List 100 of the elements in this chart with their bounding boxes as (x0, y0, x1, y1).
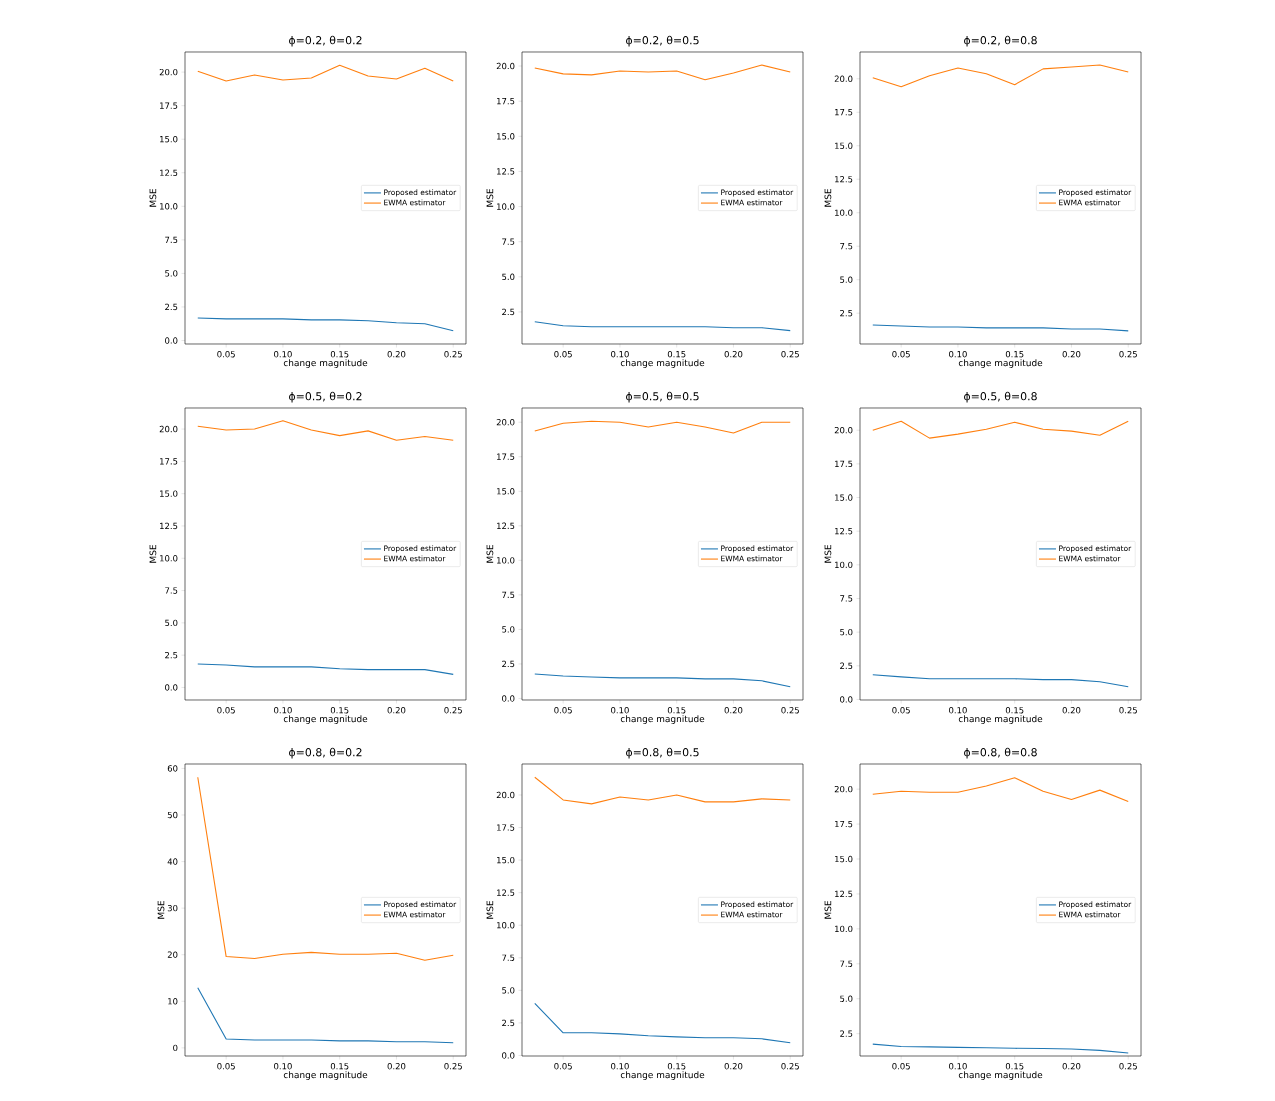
y-tick-label: 15.0 (835, 142, 853, 149)
y-tick-label: 20 (167, 951, 178, 958)
x-axis-title: change magnitude (958, 359, 1043, 368)
x-tick-label: 0.10 (611, 351, 629, 358)
y-tick-label: 2.5 (502, 308, 515, 316)
x-tick-label: 0.15 (667, 351, 686, 358)
y-tick-label: 5.0 (840, 995, 853, 1002)
x-tick-label: 0.05 (217, 1063, 235, 1070)
y-tick-label: 5.0 (840, 276, 853, 283)
y-tick-label: 30 (167, 904, 178, 912)
y-tick-label: 2.5 (840, 1030, 853, 1037)
y-tick-label: 17.5 (497, 453, 515, 460)
y-tick-label: 7.5 (502, 238, 515, 245)
x-tick-label: 0.20 (1062, 707, 1081, 714)
y-tick-label: 40 (167, 858, 178, 865)
x-tick-label: 0.10 (274, 1063, 292, 1070)
x-tick-label: 0.20 (724, 351, 743, 358)
y-tick-label: 17.5 (835, 460, 853, 468)
y-tick-label: 12.5 (835, 176, 853, 183)
y-tick-label: 20.0 (834, 785, 853, 793)
y-tick-label: 15.0 (835, 855, 853, 863)
x-tick-label: 0.15 (330, 351, 349, 358)
x-tick-label: 0.20 (1062, 1063, 1081, 1070)
chart-title: ϕ=0.8, θ=0.8 (964, 747, 1037, 759)
line-series (197, 776, 454, 961)
line-series (872, 420, 1129, 439)
y-tick-label: 10.0 (497, 203, 515, 210)
x-tick-label: 0.25 (1119, 351, 1137, 358)
y-tick-label: 17.5 (497, 98, 515, 105)
y-tick-label: 0 (173, 1044, 178, 1052)
x-tick-label: 0.05 (892, 707, 910, 714)
y-tick-label: 15.0 (835, 494, 853, 501)
x-axis-title: change magnitude (958, 1071, 1043, 1080)
y-tick-label: 2.5 (502, 660, 515, 668)
chart-title: ϕ=0.2, θ=0.8 (964, 35, 1037, 47)
x-tick-label: 0.20 (387, 351, 406, 358)
line-series (534, 420, 791, 434)
y-tick-label: 10.0 (835, 561, 853, 569)
line-series (534, 1002, 791, 1044)
line-series (534, 64, 791, 81)
y-tick-label: 0.0 (502, 695, 515, 702)
y-tick-label: 20.0 (834, 427, 853, 434)
chart-title: ϕ=0.5, θ=0.2 (289, 391, 362, 403)
chart-title: ϕ=0.8, θ=0.2 (289, 747, 362, 759)
y-tick-label: 2.5 (502, 1019, 515, 1027)
line-series (872, 777, 1129, 803)
y-tick-label: 12.5 (160, 169, 178, 176)
y-axis-title: MSE (824, 545, 832, 563)
y-tick-label: 12.5 (497, 168, 515, 175)
x-tick-label: 0.15 (330, 1063, 349, 1070)
line-series (872, 64, 1129, 88)
y-tick-label: 10.0 (835, 925, 853, 933)
x-tick-label: 0.20 (387, 707, 406, 714)
x-tick-label: 0.10 (611, 707, 629, 714)
y-tick-label: 5.0 (165, 270, 178, 277)
x-tick-label: 0.05 (217, 351, 235, 358)
line-series (534, 776, 791, 805)
y-tick-label: 7.5 (840, 960, 853, 967)
y-tick-label: 17.5 (835, 820, 853, 828)
y-tick-label: 10.0 (497, 922, 515, 929)
y-tick-label: 15.0 (160, 490, 178, 497)
y-tick-label: 0.0 (840, 696, 853, 703)
x-tick-label: 0.10 (949, 707, 967, 714)
x-axis-title: change magnitude (283, 359, 368, 368)
y-tick-label: 15.0 (497, 488, 515, 495)
y-tick-label: 5.0 (502, 987, 515, 994)
x-tick-label: 0.20 (724, 1063, 743, 1070)
chart-title: ϕ=0.5, θ=0.8 (964, 391, 1037, 403)
y-axis-title: MSE (486, 189, 494, 207)
x-tick-label: 0.10 (611, 1063, 629, 1070)
y-axis-title: MSE (486, 545, 494, 563)
x-tick-label: 0.05 (554, 351, 572, 358)
y-tick-label: 0.0 (165, 684, 178, 691)
y-tick-label: 20.0 (834, 75, 853, 82)
y-tick-label: 7.5 (502, 954, 515, 961)
y-tick-label: 5.0 (840, 628, 853, 636)
x-tick-label: 0.10 (274, 707, 292, 714)
x-tick-label: 0.25 (444, 1063, 462, 1070)
x-tick-label: 0.10 (949, 351, 967, 358)
y-tick-label: 20.0 (159, 68, 178, 76)
x-tick-label: 0.05 (554, 707, 572, 714)
y-tick-label: 5.0 (165, 619, 178, 627)
y-axis-title: MSE (486, 901, 494, 919)
x-tick-label: 0.10 (949, 1063, 967, 1070)
x-tick-label: 0.15 (667, 1063, 686, 1070)
y-tick-label: 5.0 (502, 273, 515, 281)
y-tick-label: 2.5 (165, 303, 178, 311)
y-tick-label: 17.5 (160, 458, 178, 465)
y-tick-label: 20.0 (159, 425, 178, 433)
x-tick-label: 0.15 (1005, 351, 1024, 358)
x-tick-label: 0.25 (781, 1063, 799, 1070)
y-tick-label: 20.0 (496, 791, 515, 799)
x-tick-label: 0.10 (274, 351, 292, 358)
x-tick-label: 0.05 (892, 351, 910, 358)
x-tick-label: 0.20 (724, 707, 743, 714)
x-tick-label: 0.25 (1119, 1063, 1137, 1070)
x-tick-label: 0.15 (667, 707, 686, 714)
y-tick-label: 7.5 (840, 243, 853, 250)
x-axis-title: change magnitude (620, 359, 705, 368)
y-tick-label: 10.0 (835, 209, 853, 216)
